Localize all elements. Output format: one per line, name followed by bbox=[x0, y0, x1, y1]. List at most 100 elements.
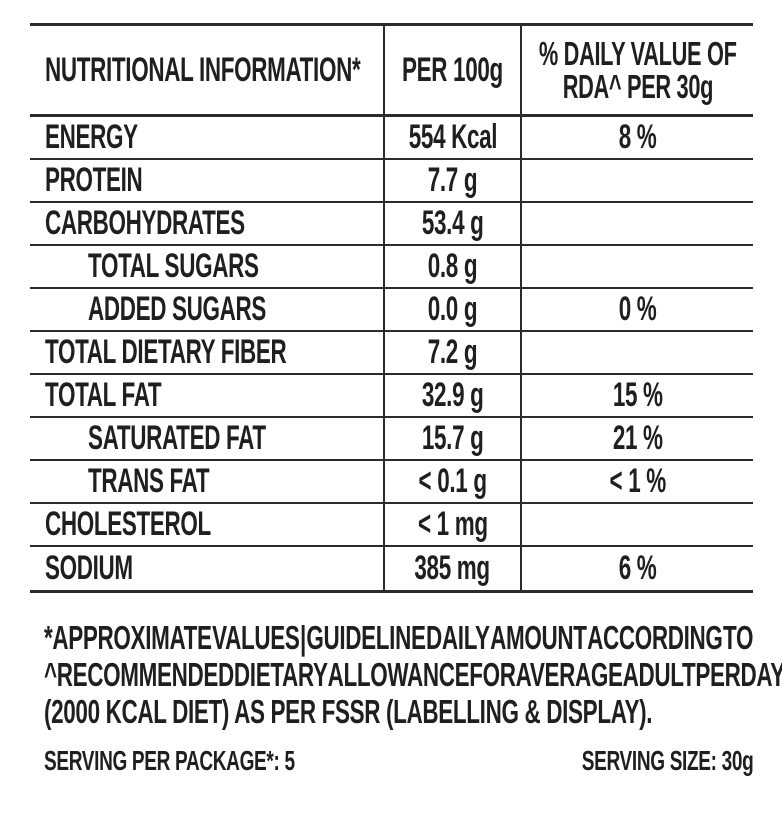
header-daily-value-line2: RDA^ PER 30g bbox=[562, 68, 713, 105]
footnote-word: VALUES bbox=[212, 619, 300, 656]
nutrient-label: SODIUM bbox=[45, 549, 133, 587]
footnote-line-1: *APPROXIMATE VALUES | GUIDELINE DAILY AMOUNT A… bbox=[44, 619, 753, 656]
nutrient-label-cell: SODIUM bbox=[30, 547, 383, 590]
daily-value: 15 % bbox=[612, 376, 663, 414]
footnote-word: DIETARY bbox=[233, 656, 328, 693]
daily-value-cell: 0 % bbox=[520, 289, 753, 330]
nutrient-label: CHOLESTEROL bbox=[45, 505, 211, 543]
nutrient-label: SATURATED FAT bbox=[88, 419, 266, 457]
daily-value-cell: 21 % bbox=[520, 418, 753, 459]
per-100g-value: 32.9 g bbox=[421, 376, 484, 414]
daily-value-cell bbox=[520, 203, 753, 244]
nutrient-label-cell: TOTAL FAT bbox=[30, 375, 383, 416]
per-100g-cell: 554 Kcal bbox=[383, 117, 520, 158]
nutrient-label-cell: TOTAL DIETARY FIBER bbox=[30, 332, 383, 373]
per-100g-cell: < 1 mg bbox=[383, 504, 520, 545]
table-row: SODIUM 385 mg 6 % bbox=[30, 547, 753, 590]
footnote-word: DAILY bbox=[426, 619, 490, 656]
per-100g-value: 7.7 g bbox=[427, 161, 478, 199]
serving-size: SERVING SIZE: 30g bbox=[581, 745, 753, 776]
nutrient-label-cell: ADDED SUGARS bbox=[30, 289, 383, 330]
per-100g-value: 0.0 g bbox=[427, 290, 478, 328]
footnote: *APPROXIMATE VALUES | GUIDELINE DAILY AMOUNT A… bbox=[44, 619, 782, 730]
nutrient-label-cell: ENERGY bbox=[30, 117, 383, 158]
table-row: TOTAL DIETARY FIBER 7.2 g bbox=[30, 332, 753, 375]
daily-value: < 1 % bbox=[609, 462, 666, 500]
nutrient-label-cell: TOTAL SUGARS bbox=[30, 246, 383, 287]
per-100g-value: < 1 mg bbox=[417, 505, 488, 543]
table-row: ENERGY 554 Kcal 8 % bbox=[30, 117, 753, 160]
daily-value-cell bbox=[520, 160, 753, 201]
serving-per-package: SERVING PER PACKAGE*: 5 bbox=[44, 745, 295, 776]
daily-value-cell: 15 % bbox=[520, 375, 753, 416]
per-100g-cell: 53.4 g bbox=[383, 203, 520, 244]
nutrient-label: PROTEIN bbox=[45, 161, 143, 199]
header-per-100g: PER 100g bbox=[402, 50, 503, 89]
per-100g-cell: 385 mg bbox=[383, 547, 520, 590]
table-row: ADDED SUGARS 0.0 g 0 % bbox=[30, 289, 753, 332]
nutrient-label: TOTAL DIETARY FIBER bbox=[45, 333, 287, 371]
footnote-word: | bbox=[299, 619, 306, 656]
footnote-word: FOR bbox=[469, 656, 516, 693]
per-100g-cell: 7.2 g bbox=[383, 332, 520, 373]
per-100g-cell: 0.8 g bbox=[383, 246, 520, 287]
per-100g-value: < 0.1 g bbox=[418, 462, 487, 500]
nutrient-label-cell: CARBOHYDRATES bbox=[30, 203, 383, 244]
daily-value-cell: 6 % bbox=[520, 547, 753, 590]
per-100g-value: 385 mg bbox=[414, 549, 491, 587]
per-100g-value: 15.7 g bbox=[421, 419, 484, 457]
per-100g-value: 0.8 g bbox=[427, 247, 478, 285]
nutrient-label-cell: SATURATED FAT bbox=[30, 418, 383, 459]
table-row: PROTEIN 7.7 g bbox=[30, 160, 753, 203]
header-daily-value-cell: % DAILY VALUE OF RDA^ PER 30g bbox=[520, 26, 753, 114]
footnote-word: ACCORDING bbox=[587, 619, 723, 656]
daily-value: 0 % bbox=[618, 290, 657, 328]
daily-value-cell bbox=[520, 332, 753, 373]
table-header-row: NUTRITIONAL INFORMATION* PER 100g % DAIL… bbox=[30, 26, 753, 117]
per-100g-value: 7.2 g bbox=[427, 333, 478, 371]
footnote-line-2: ^RECOMMENDED DIETARY ALLOWANCE FOR AVERAGE AD… bbox=[44, 656, 782, 693]
nutrition-table: NUTRITIONAL INFORMATION* PER 100g % DAIL… bbox=[30, 23, 753, 593]
nutrient-label: ENERGY bbox=[45, 118, 138, 156]
daily-value-cell: < 1 % bbox=[520, 461, 753, 502]
footnote-word: ^RECOMMENDED bbox=[44, 656, 234, 693]
nutrient-label: TOTAL SUGARS bbox=[88, 247, 259, 285]
serving-info: SERVING PER PACKAGE*: 5 SERVING SIZE: 30… bbox=[44, 744, 753, 778]
nutrient-label: CARBOHYDRATES bbox=[45, 204, 245, 242]
table-body: ENERGY 554 Kcal 8 % PROTEIN 7.7 g CARBOH… bbox=[30, 117, 753, 590]
header-nutritional-information-cell: NUTRITIONAL INFORMATION* bbox=[30, 26, 383, 114]
daily-value-cell bbox=[520, 246, 753, 287]
footnote-word: *APPROXIMATE bbox=[44, 619, 212, 656]
table-row: CHOLESTEROL < 1 mg bbox=[30, 504, 753, 547]
daily-value: 21 % bbox=[612, 419, 663, 457]
per-100g-cell: 7.7 g bbox=[383, 160, 520, 201]
per-100g-cell: 0.0 g bbox=[383, 289, 520, 330]
nutrient-label-cell: TRANS FAT bbox=[30, 461, 383, 502]
table-row: TOTAL SUGARS 0.8 g bbox=[30, 246, 753, 289]
daily-value-cell: 8 % bbox=[520, 117, 753, 158]
header-per-100g-cell: PER 100g bbox=[383, 26, 520, 114]
nutrition-label: NUTRITIONAL INFORMATION* PER 100g % DAIL… bbox=[30, 23, 782, 778]
per-100g-value: 554 Kcal bbox=[408, 118, 497, 156]
nutrient-label: TRANS FAT bbox=[88, 462, 210, 500]
nutrient-label-cell: PROTEIN bbox=[30, 160, 383, 201]
table-row: TRANS FAT < 0.1 g < 1 % bbox=[30, 461, 753, 504]
daily-value-cell bbox=[520, 504, 753, 545]
footnote-word: DAY bbox=[740, 656, 782, 693]
header-nutritional-information: NUTRITIONAL INFORMATION* bbox=[45, 50, 361, 89]
per-100g-cell: 32.9 g bbox=[383, 375, 520, 416]
footnote-word: AMOUNT bbox=[490, 619, 587, 656]
table-row: SATURATED FAT 15.7 g 21 % bbox=[30, 418, 753, 461]
daily-value: 8 % bbox=[618, 118, 657, 156]
per-100g-cell: 15.7 g bbox=[383, 418, 520, 459]
footnote-word: ALLOWANCE bbox=[327, 656, 470, 693]
table-row: CARBOHYDRATES 53.4 g bbox=[30, 203, 753, 246]
nutrient-label: TOTAL FAT bbox=[45, 376, 162, 414]
per-100g-value: 53.4 g bbox=[421, 204, 484, 242]
footnote-word: TO bbox=[722, 619, 754, 656]
footnote-word: ADULT bbox=[622, 656, 696, 693]
table-row: TOTAL FAT 32.9 g 15 % bbox=[30, 375, 753, 418]
nutrient-label: ADDED SUGARS bbox=[88, 290, 267, 328]
daily-value: 6 % bbox=[618, 549, 657, 587]
footnote-word: AVERAGE bbox=[515, 656, 623, 693]
